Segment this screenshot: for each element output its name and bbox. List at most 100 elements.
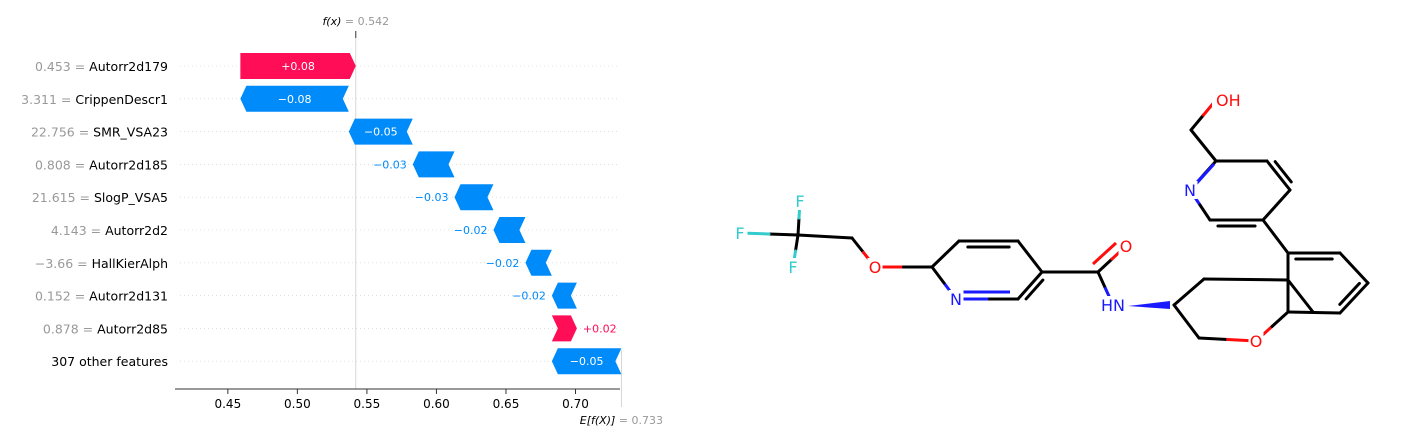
- atom-label-o_carbonyl: O: [1120, 237, 1133, 256]
- contribution-label: −0.05: [570, 355, 604, 368]
- contribution-label: −0.03: [373, 158, 407, 171]
- atom-label-bg: [792, 192, 808, 210]
- feature-label: −3.66 = HallKierAlph: [35, 256, 168, 271]
- bond: [1172, 303, 1201, 340]
- cf-bond: [794, 233, 800, 253]
- atom-label-bg: [785, 258, 801, 276]
- carbonyl-bond: [1096, 257, 1114, 274]
- feature-name: Autorr2d185: [89, 157, 168, 172]
- co-bond: [1189, 113, 1205, 132]
- cf-bond: [796, 216, 801, 237]
- bond: [796, 233, 854, 240]
- atom-label-bg: [1182, 181, 1198, 199]
- bond: [1265, 159, 1292, 192]
- contribution-label: +0.08: [281, 60, 315, 73]
- feature-name: SMR_VSA23: [93, 125, 168, 140]
- amide-bond: [1096, 270, 1107, 290]
- bond: [1016, 239, 1044, 274]
- contribution-label: −0.02: [454, 224, 488, 237]
- x-tick-label: 0.60: [423, 397, 450, 411]
- x-tick-label: 0.55: [354, 397, 381, 411]
- fx-label: f(x): [322, 15, 341, 28]
- atom-label-bg: [867, 258, 883, 276]
- bond: [1189, 128, 1218, 163]
- negative-contribution-bar: [348, 118, 413, 145]
- negative-contribution-bar: [493, 217, 526, 243]
- bond: [930, 239, 961, 269]
- atom-label-n_pyr1: N: [950, 290, 962, 309]
- negative-contribution-bar: [412, 151, 455, 178]
- atom-label-nh: HN: [1101, 296, 1125, 315]
- feature-name: Autorr2d85: [97, 321, 168, 336]
- bond: [1016, 270, 1044, 301]
- negative-contribution-bar: [454, 184, 494, 211]
- atom-label-o_ether: O: [869, 258, 882, 277]
- atom-label-bg: [1212, 91, 1238, 109]
- co-bond: [850, 236, 865, 254]
- contribution-label: −0.02: [512, 290, 546, 303]
- feature-value: 0.808: [35, 157, 71, 172]
- feature-name: HallKierAlph: [92, 256, 168, 271]
- wedge-bond: [1128, 301, 1170, 309]
- x-tick-label: 0.45: [214, 397, 241, 411]
- feature-value: 0.152: [35, 289, 71, 304]
- base-value: 0.733: [632, 414, 664, 427]
- atom-label-bg: [948, 290, 964, 308]
- negative-contribution-bar: [525, 249, 552, 276]
- feature-label: 4.143 = Autorr2d2: [51, 223, 168, 238]
- feature-value: 22.756: [31, 125, 75, 140]
- bond: [1172, 277, 1206, 307]
- atom-label-bg: [1118, 237, 1134, 255]
- feature-value: 4.143: [51, 223, 87, 238]
- bond: [1202, 277, 1290, 282]
- atom-label-f2: F: [735, 224, 744, 243]
- fx-value: 0.542: [358, 15, 390, 28]
- co-bond: [1197, 336, 1229, 341]
- bond: [1338, 251, 1370, 285]
- waterfall-chart: f(x) = 0.542 +0.08 0.453 = Autorr2d179 −0.0…: [21, 15, 663, 427]
- molecule-structure: F F F O N O HN O N OH: [732, 91, 1370, 351]
- base-annotation: E[f(X)] = 0.733: [580, 414, 663, 427]
- atom-label-bg: [732, 224, 748, 242]
- feature-name: Autorr2d2: [105, 223, 168, 238]
- feature-value: −3.66: [35, 256, 73, 271]
- cn-bond: [1198, 203, 1212, 222]
- feature-value: 3.311: [21, 92, 57, 107]
- positive-contribution-bar: [240, 53, 356, 79]
- feature-label: 0.808 = Autorr2d185: [35, 157, 168, 172]
- double-bond-inner: [1024, 278, 1045, 301]
- feature-name: Autorr2d179: [89, 59, 168, 74]
- negative-contribution-bar: [240, 85, 349, 112]
- feature-value: 0.878: [43, 321, 79, 336]
- contribution-label: +0.02: [583, 322, 617, 335]
- double-bond-inner: [1194, 162, 1216, 186]
- feature-name: CrippenDescr1: [75, 92, 168, 107]
- x-tick-label: 0.65: [493, 397, 520, 411]
- contribution-label: −0.05: [364, 126, 398, 139]
- contribution-label: −0.02: [486, 257, 520, 270]
- atom-label-bg: [1248, 332, 1264, 350]
- feature-value: 0.453: [35, 59, 71, 74]
- feature-label: 0.453 = Autorr2d179: [35, 59, 168, 74]
- feature-value: 21.615: [32, 190, 76, 205]
- feature-label: 22.756 = SMR_VSA23: [31, 125, 168, 140]
- feature-name: SlogP_VSA5: [94, 190, 168, 205]
- bond: [1261, 218, 1290, 255]
- feature-label: 307 other features: [51, 354, 168, 369]
- atom-label-f1: F: [795, 192, 804, 211]
- atom-label-o_ring: O: [1250, 332, 1263, 351]
- feature-name: 307 other features: [51, 354, 168, 369]
- atom-label-n_pyr2: N: [1184, 181, 1196, 200]
- cf-bond: [767, 232, 800, 237]
- feature-label: 21.615 = SlogP_VSA5: [32, 190, 168, 205]
- cn-bond: [930, 265, 946, 285]
- atom-label-bg: [1100, 296, 1126, 314]
- feature-label: 3.311 = CrippenDescr1: [21, 92, 168, 107]
- feature-name: Autorr2d131: [89, 289, 168, 304]
- bond: [1286, 310, 1342, 315]
- double-bond-inner: [1338, 281, 1361, 306]
- negative-contribution-bar: [551, 282, 577, 309]
- x-tick-label: 0.70: [562, 397, 589, 411]
- positive-contribution-bar: [551, 315, 577, 342]
- feature-label: 0.878 = Autorr2d85: [43, 321, 168, 336]
